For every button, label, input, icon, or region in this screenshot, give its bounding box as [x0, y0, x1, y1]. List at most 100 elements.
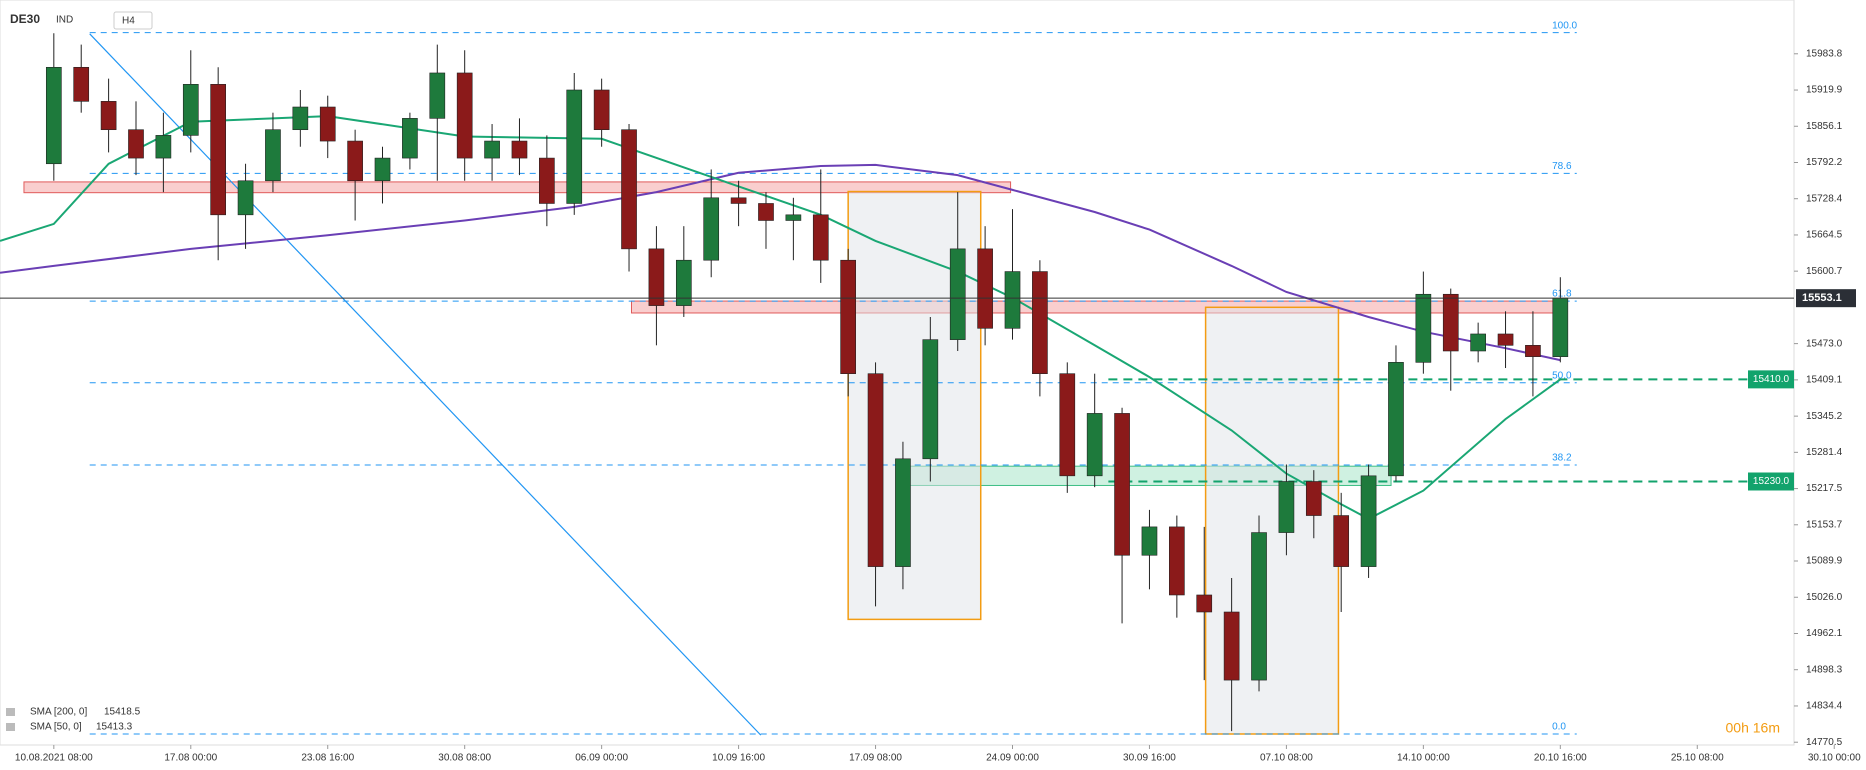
candle-body — [210, 84, 227, 216]
y-tick-label: 14834.4 — [1806, 701, 1843, 712]
candle-body — [292, 106, 309, 131]
candle-body — [1360, 475, 1377, 567]
trendline — [89, 33, 762, 736]
candle-body — [840, 259, 856, 374]
candle-body — [100, 101, 117, 131]
candle-body — [45, 66, 62, 165]
candle-body — [237, 180, 254, 216]
x-tick-label: 23.08 16:00 — [301, 753, 354, 764]
x-tick-label: 10.08.2021 08:00 — [15, 753, 93, 764]
y-tick-label: 14898.3 — [1806, 664, 1843, 675]
candle-body — [1388, 362, 1404, 477]
x-tick-label: 30.09 16:00 — [1123, 753, 1176, 764]
sma-line — [0, 115, 1561, 521]
timeframe[interactable]: H4 — [122, 16, 135, 27]
candle-body — [265, 129, 281, 182]
fib-label: 78.6 — [1552, 161, 1572, 172]
candle-body — [949, 248, 966, 340]
y-tick-label: 15281.4 — [1806, 447, 1843, 458]
candle-body — [812, 214, 829, 261]
candle-body — [621, 129, 637, 250]
symbol[interactable]: DE30 — [10, 12, 40, 26]
candle-body — [758, 203, 774, 221]
y-tick-label: 15728.4 — [1806, 193, 1843, 204]
last-price-tag — [1796, 289, 1856, 308]
candle-body — [1470, 333, 1486, 352]
y-tick-label: 15409.1 — [1806, 375, 1843, 386]
y-tick-label: 14770.5 — [1806, 737, 1843, 748]
candle-body — [1223, 611, 1240, 681]
candle-body — [1086, 413, 1103, 477]
fib-label: 0.0 — [1552, 722, 1566, 733]
candle-body — [128, 129, 144, 159]
y-tick-label: 15919.9 — [1806, 85, 1843, 96]
candle-body — [511, 140, 528, 159]
candle-body — [1032, 271, 1048, 374]
x-tick-label: 20.10 16:00 — [1534, 753, 1587, 764]
y-tick-label: 15792.2 — [1806, 157, 1843, 168]
y-tick-label: 15345.2 — [1806, 411, 1843, 422]
candle-body — [374, 157, 391, 182]
sma-line — [0, 163, 1561, 362]
fib-label: 50.0 — [1552, 370, 1572, 381]
candle-body — [566, 89, 583, 204]
x-tick-label: 06.09 00:00 — [575, 753, 628, 764]
x-tick-label: 24.09 00:00 — [986, 753, 1039, 764]
candle-body — [1442, 293, 1459, 352]
candle-body — [977, 248, 993, 329]
x-tick-label: 17.08 00:00 — [164, 753, 217, 764]
countdown: 00h 16m — [1726, 720, 1780, 736]
candle-body — [922, 339, 939, 460]
candle-body — [1552, 297, 1569, 357]
candle-body — [1305, 481, 1322, 516]
candle-body — [785, 214, 802, 221]
candle-body — [539, 157, 555, 204]
candle-body — [1497, 333, 1514, 346]
level-label: 15230.0 — [1753, 476, 1790, 487]
candle-body — [1525, 345, 1541, 357]
candle-body — [1059, 373, 1076, 477]
legend-name: SMA [200, 0] — [30, 707, 87, 718]
candle-body — [703, 197, 720, 261]
fib-label: 100.0 — [1552, 20, 1577, 31]
x-tick-label: 17.09 08:00 — [849, 753, 902, 764]
legend-value: 15413.3 — [96, 722, 133, 733]
legend-name: SMA [50, 0] — [30, 722, 82, 733]
y-tick-label: 15153.7 — [1806, 519, 1843, 530]
x-tick-label: 25.10 08:00 — [1671, 753, 1724, 764]
timeframe-button[interactable] — [113, 11, 153, 30]
legend-icon — [6, 708, 15, 716]
fib-label: 61.8 — [1552, 289, 1572, 300]
x-tick-label: 14.10 00:00 — [1397, 753, 1450, 764]
y-tick-label: 14962.1 — [1806, 628, 1843, 639]
candle-body — [1333, 515, 1350, 567]
candle-body — [402, 118, 418, 159]
candle-body — [429, 72, 446, 119]
candle-body — [1251, 532, 1267, 681]
candle-body — [73, 66, 90, 102]
y-tick-label: 15856.1 — [1806, 121, 1843, 132]
last-price-label: 15553.1 — [1802, 292, 1842, 304]
candle-body — [675, 259, 692, 306]
candle-body — [1169, 526, 1185, 596]
candle-body — [1278, 481, 1295, 533]
y-tick-label: 15664.5 — [1806, 230, 1843, 241]
candle-body — [593, 89, 610, 131]
y-tick-label: 15026.0 — [1806, 592, 1843, 603]
candle-body — [484, 140, 500, 159]
y-tick-label: 15473.0 — [1806, 338, 1843, 349]
candle-body — [319, 106, 336, 142]
candle-body — [867, 373, 884, 567]
level-tag — [1748, 370, 1794, 389]
candle-body — [1415, 293, 1432, 363]
symbol-type: IND — [56, 15, 73, 26]
level-tag — [1748, 472, 1794, 491]
x-tick-label: 30.08 08:00 — [438, 753, 491, 764]
candle-body — [155, 135, 172, 159]
candle-body — [1114, 413, 1130, 556]
x-tick-label: 30.10 00:00 — [1808, 753, 1861, 764]
candle-body — [182, 84, 199, 136]
fib-label: 38.2 — [1552, 453, 1572, 464]
candle-body — [730, 197, 747, 204]
